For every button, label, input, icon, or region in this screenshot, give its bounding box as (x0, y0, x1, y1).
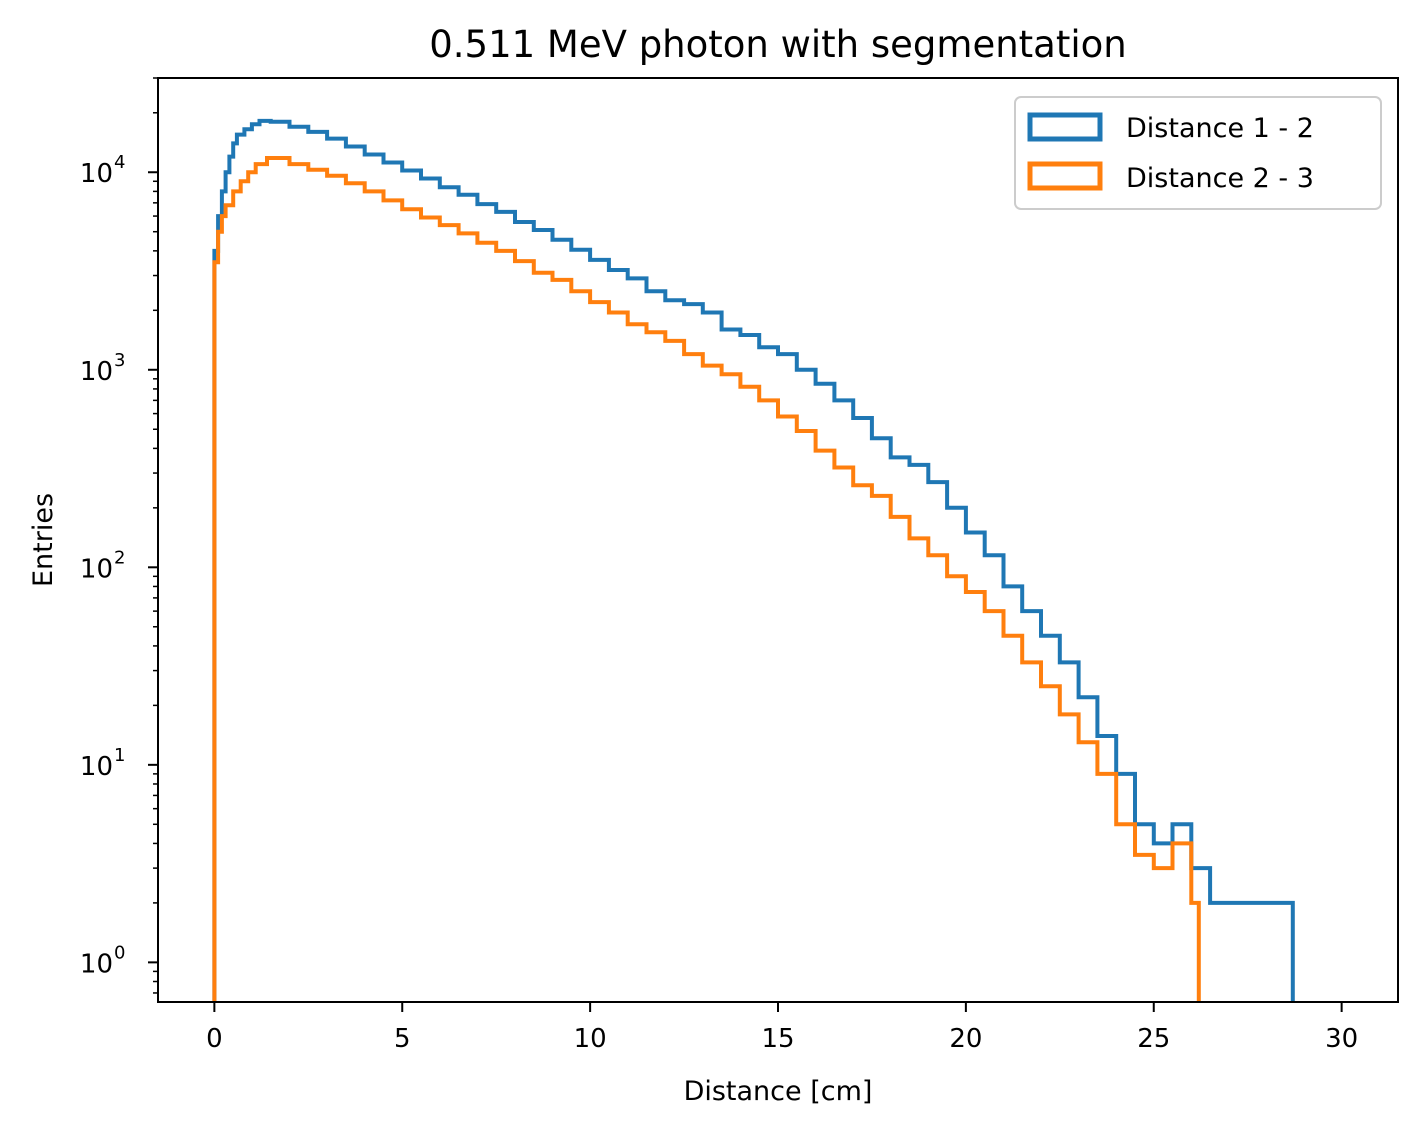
x-tick-label: 10 (574, 1024, 607, 1054)
x-axis: 0 5 10 15 20 25 30 (206, 1002, 1358, 1054)
x-tick-label: 25 (1137, 1024, 1170, 1054)
y-tick-label: 10 (80, 752, 113, 782)
series-layer (212, 118, 1295, 1002)
y-tick-exponent: 4 (114, 152, 125, 173)
legend-label-distance-2-3: Distance 2 - 3 (1126, 163, 1314, 194)
legend-swatch-distance-2-3 (1027, 161, 1103, 191)
y-tick-label: 10 (80, 554, 113, 584)
x-tick-label: 0 (206, 1024, 223, 1054)
y-axis-label: Entries (28, 493, 59, 587)
x-tick-label: 20 (949, 1024, 982, 1054)
series-line-distance-1-2 (212, 118, 1295, 1002)
y-tick-exponent: 0 (114, 942, 125, 963)
y-tick-exponent: 2 (114, 547, 125, 568)
y-tick-label: 10 (80, 159, 113, 189)
x-axis-label: Distance [cm] (684, 1076, 873, 1107)
x-tick-label: 30 (1325, 1024, 1358, 1054)
legend-swatch-distance-1-2 (1027, 112, 1103, 142)
legend: Distance 1 - 2 Distance 2 - 3 (1014, 96, 1382, 210)
x-tick-label: 5 (394, 1024, 411, 1054)
y-tick-label: 10 (80, 357, 113, 387)
legend-label-distance-1-2: Distance 1 - 2 (1126, 113, 1314, 144)
y-tick-exponent: 1 (114, 745, 125, 766)
chart-title: 0.511 MeV photon with segmentation (429, 23, 1126, 66)
y-tick-exponent: 3 (114, 350, 125, 371)
series-line-distance-2-3 (212, 156, 1201, 1002)
legend-box (1014, 96, 1382, 210)
y-tick-label: 10 (80, 949, 113, 979)
x-tick-label: 15 (761, 1024, 794, 1054)
